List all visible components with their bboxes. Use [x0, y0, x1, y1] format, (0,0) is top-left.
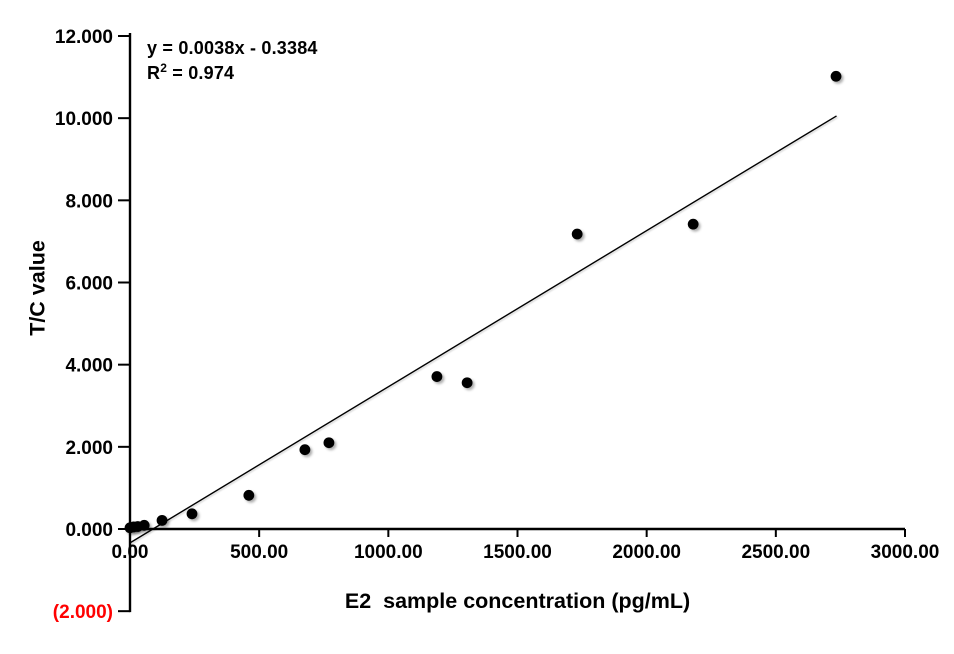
data-point [830, 70, 842, 82]
trendline-layer [129, 115, 837, 544]
y-tick-label: 10.000 [55, 109, 113, 130]
axes-layer: (2.000) 0.000 2.000 4.000 6.000 8.000 10.000 12… [53, 27, 940, 623]
y-tick-label: 12.000 [55, 27, 113, 48]
data-point [571, 228, 583, 240]
equation-text: y = 0.0038x - 0.3384 [147, 38, 318, 58]
r-squared-value: = 0.974 [167, 63, 235, 83]
y-tick-label: 2.000 [65, 438, 113, 459]
data-point [186, 508, 198, 520]
y-axis-title: T/C value [25, 240, 50, 336]
r-squared-base: R [147, 63, 161, 83]
data-point [687, 218, 699, 230]
x-tick-label: 1000.00 [354, 542, 423, 563]
r-squared-text: R2 = 0.974 [147, 61, 318, 86]
trend-line [129, 115, 837, 544]
y-tick-label: 6.000 [65, 274, 113, 295]
y-tick-label: (2.000) [53, 602, 113, 623]
x-tick-label: 500.00 [230, 542, 288, 563]
y-tick-label: 4.000 [65, 356, 113, 377]
data-point [243, 489, 255, 501]
data-point [299, 444, 311, 456]
x-tick-label: 0.00 [112, 542, 149, 563]
x-tick-label: 2000.00 [612, 542, 681, 563]
data-point [431, 371, 443, 382]
y-tick-label: 8.000 [65, 191, 113, 212]
x-tick-label: 3000.00 [871, 542, 940, 563]
x-axis-title: E2 sample concentration (pg/mL) [344, 589, 691, 613]
data-points-layer [124, 70, 842, 534]
x-tick-label: 1500.00 [483, 542, 552, 563]
y-tick-label: 0.000 [65, 520, 113, 541]
data-point [156, 514, 168, 526]
r-squared-exponent: 2 [160, 61, 168, 75]
data-point [323, 437, 335, 449]
data-point [461, 377, 473, 389]
data-point [138, 519, 150, 531]
trendline-annotation: y = 0.0038x - 0.3384 R2 = 0.974 [147, 36, 318, 86]
x-tick-label: 2500.00 [741, 542, 810, 563]
